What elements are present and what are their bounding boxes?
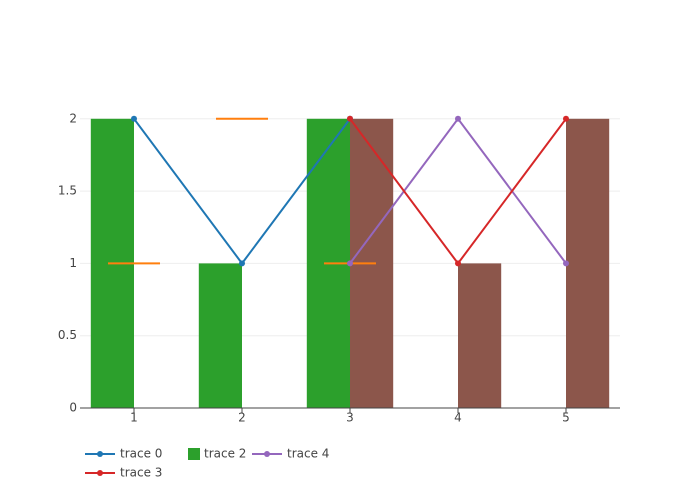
bar bbox=[458, 263, 502, 408]
legend-label: trace 3 bbox=[120, 466, 162, 480]
bar bbox=[566, 118, 610, 408]
legend-swatch bbox=[97, 470, 103, 476]
legend-swatch bbox=[188, 448, 200, 460]
x-tick-label: 5 bbox=[562, 411, 570, 425]
x-tick-label: 3 bbox=[346, 411, 354, 425]
y-tick-label: 0.5 bbox=[58, 328, 77, 342]
point bbox=[347, 260, 353, 267]
y-tick-label: 2 bbox=[69, 111, 77, 125]
point bbox=[455, 260, 461, 267]
point bbox=[563, 115, 569, 122]
legend-label: trace 0 bbox=[120, 447, 162, 461]
point bbox=[347, 115, 353, 122]
legend-swatch bbox=[97, 451, 103, 457]
x-tick-label: 4 bbox=[454, 411, 462, 425]
point bbox=[131, 115, 137, 122]
y-tick-label: 1.5 bbox=[58, 184, 77, 198]
point bbox=[563, 260, 569, 267]
point bbox=[455, 115, 461, 122]
legend-label: trace 4 bbox=[287, 447, 329, 461]
x-tick-label: 1 bbox=[130, 411, 138, 425]
point bbox=[239, 260, 245, 267]
legend-swatch bbox=[264, 451, 270, 457]
bar bbox=[198, 263, 242, 408]
x-tick-label: 2 bbox=[238, 411, 246, 425]
y-tick-label: 1 bbox=[69, 256, 77, 270]
y-tick-label: 0 bbox=[69, 401, 77, 415]
legend-label: trace 2 bbox=[204, 447, 246, 461]
